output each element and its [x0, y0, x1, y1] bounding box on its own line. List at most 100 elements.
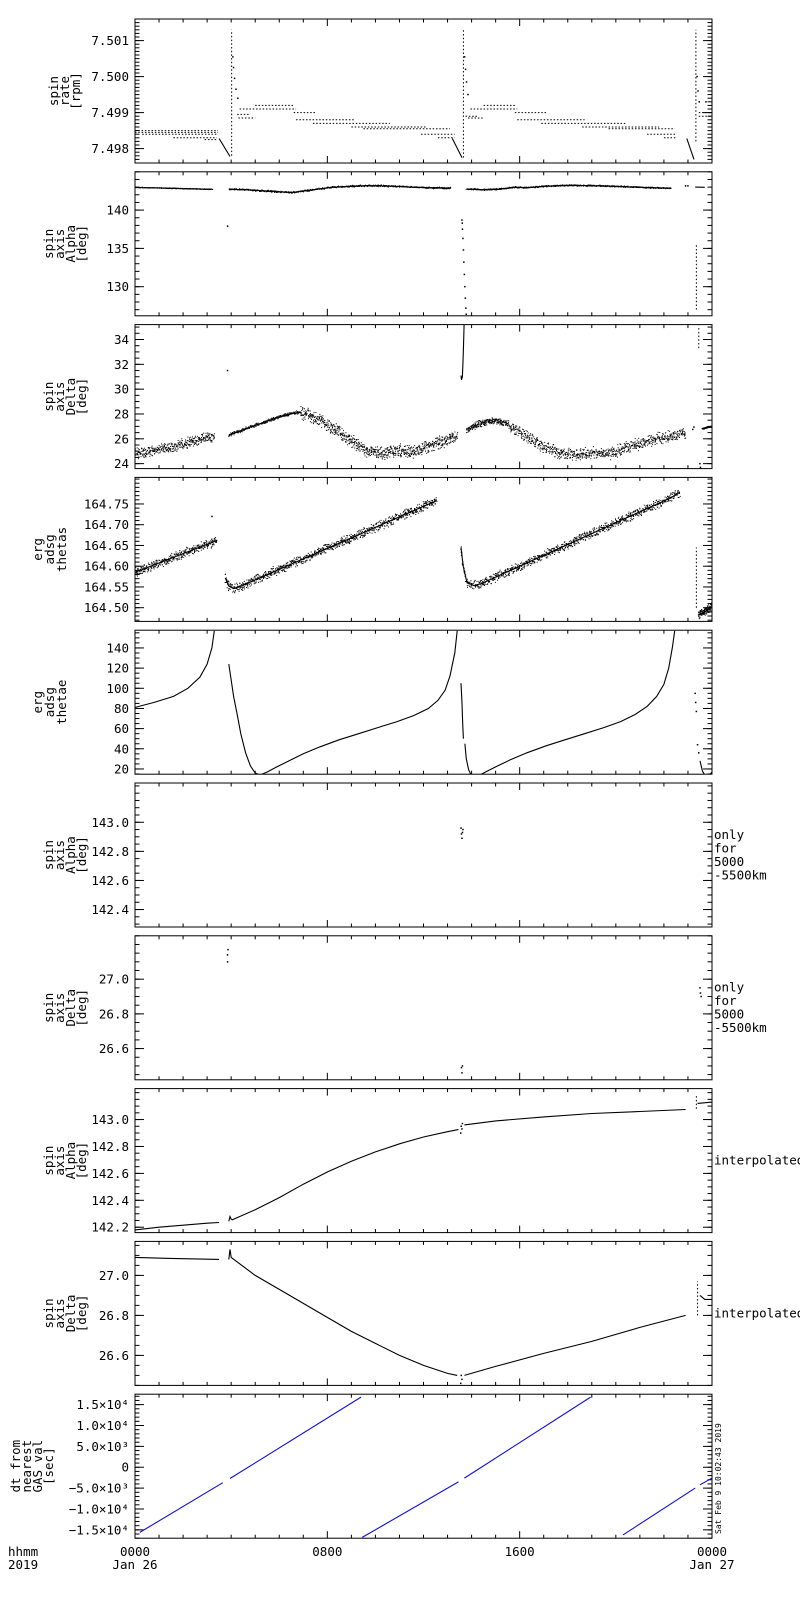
- series-point: [495, 420, 497, 422]
- series-point: [295, 413, 297, 415]
- series-point: [233, 434, 235, 436]
- series-point: [329, 431, 331, 433]
- series-point: [666, 439, 668, 441]
- series-point: [245, 426, 247, 428]
- series-point: [561, 452, 563, 454]
- series-point: [580, 453, 582, 455]
- series-point: [536, 186, 538, 188]
- series-point: [607, 448, 609, 450]
- series-point: [366, 456, 368, 458]
- series-point: [197, 188, 199, 190]
- series-point: [210, 547, 212, 549]
- series-point: [514, 432, 516, 434]
- series-point: [527, 439, 529, 441]
- spin-axis-alpha-series-1: [226, 225, 229, 227]
- series-point: [477, 421, 479, 423]
- series-point: [475, 424, 477, 425]
- series-point: [238, 430, 240, 432]
- series-point: [513, 186, 515, 188]
- series-point: [160, 562, 162, 564]
- spin-axis-delta-series-2: [228, 410, 302, 437]
- series-point: [556, 185, 557, 187]
- spin-axis-alpha-series-0: [135, 186, 214, 191]
- series-point: [637, 441, 639, 443]
- series-point: [199, 440, 201, 442]
- series-point: [413, 453, 415, 455]
- series-point: [334, 426, 336, 428]
- series-point: [470, 188, 472, 190]
- series-point: [510, 426, 512, 428]
- series-point: [343, 437, 345, 439]
- series-point: [135, 187, 136, 188]
- series-point: [384, 450, 386, 452]
- series-point: [203, 543, 205, 545]
- series-point: [251, 425, 253, 427]
- series-point: [473, 425, 475, 427]
- series-point: [630, 441, 632, 443]
- series-point: [369, 453, 370, 455]
- series-point: [556, 451, 558, 452]
- series-point: [424, 448, 426, 450]
- series-point: [617, 444, 619, 446]
- series-point: [203, 438, 205, 440]
- series-point: [491, 417, 493, 419]
- series-point: [491, 188, 493, 190]
- series-point: [524, 436, 526, 438]
- series-point: [364, 449, 366, 451]
- series-point: [209, 436, 210, 438]
- series-point: [568, 185, 570, 187]
- series-point: [450, 442, 452, 443]
- series-point: [251, 426, 253, 428]
- series-point: [618, 185, 619, 187]
- series-point: [262, 190, 264, 191]
- series-point: [481, 189, 483, 191]
- series-point: [378, 448, 380, 450]
- series-point: [610, 459, 612, 461]
- series-point: [162, 447, 164, 449]
- series-point: [331, 186, 333, 188]
- series-point: [608, 453, 609, 455]
- series-point: [533, 442, 535, 444]
- series-point: [661, 442, 662, 444]
- series-point: [263, 421, 264, 423]
- series-point: [643, 438, 645, 440]
- series-point: [151, 567, 153, 569]
- series-point: [364, 452, 366, 454]
- series-point: [444, 443, 446, 445]
- series-point: [618, 449, 620, 451]
- series-point: [445, 441, 446, 443]
- series-point: [483, 424, 485, 426]
- series-point: [588, 452, 590, 454]
- series-point: [439, 440, 441, 442]
- series-point: [576, 449, 578, 451]
- series-point: [604, 455, 606, 457]
- series-point: [276, 416, 278, 418]
- series-point: [574, 450, 576, 452]
- series-point: [333, 424, 335, 426]
- series-point: [269, 420, 271, 422]
- series-point: [381, 453, 383, 455]
- series-point: [535, 440, 537, 442]
- series-point: [493, 189, 495, 191]
- series-point: [144, 569, 146, 571]
- series-point: [583, 449, 584, 451]
- series-point: [265, 422, 267, 423]
- series-point: [229, 433, 231, 435]
- series-point: [240, 430, 242, 432]
- series-point: [498, 422, 500, 424]
- series-point: [489, 421, 491, 423]
- series-point: [611, 446, 613, 448]
- series-point: [278, 191, 279, 193]
- series-point: [150, 566, 152, 568]
- series-point: [371, 447, 373, 449]
- series-point: [206, 541, 208, 543]
- series-point: [659, 439, 661, 441]
- y-tick-label: 164.60: [84, 559, 129, 574]
- series-point: [644, 444, 646, 446]
- series-point: [403, 452, 405, 454]
- series-point: [611, 450, 613, 452]
- series-point: [512, 423, 514, 425]
- series-point: [680, 433, 682, 435]
- series-point: [583, 456, 585, 458]
- series-point: [664, 437, 666, 439]
